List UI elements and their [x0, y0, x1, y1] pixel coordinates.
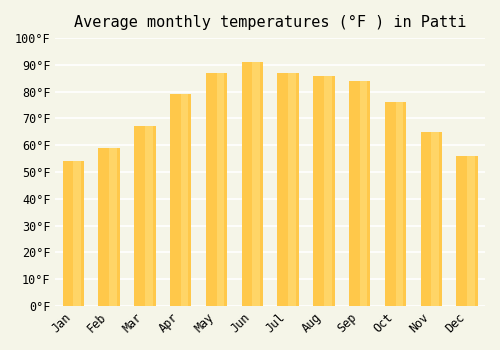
- Bar: [360, 81, 368, 306]
- Bar: [134, 126, 156, 306]
- Bar: [206, 73, 228, 306]
- Bar: [396, 103, 403, 306]
- Bar: [313, 76, 334, 306]
- Bar: [62, 161, 84, 306]
- Bar: [432, 132, 439, 306]
- Bar: [456, 156, 478, 306]
- Bar: [252, 62, 260, 306]
- Bar: [74, 161, 81, 306]
- Bar: [288, 73, 296, 306]
- Bar: [98, 148, 120, 306]
- Title: Average monthly temperatures (°F ) in Patti: Average monthly temperatures (°F ) in Pa…: [74, 15, 466, 30]
- Bar: [278, 73, 299, 306]
- Bar: [385, 103, 406, 306]
- Bar: [145, 126, 152, 306]
- Bar: [467, 156, 474, 306]
- Bar: [170, 94, 192, 306]
- Bar: [324, 76, 332, 306]
- Bar: [110, 148, 117, 306]
- Bar: [242, 62, 263, 306]
- Bar: [349, 81, 370, 306]
- Bar: [420, 132, 442, 306]
- Bar: [216, 73, 224, 306]
- Bar: [181, 94, 188, 306]
